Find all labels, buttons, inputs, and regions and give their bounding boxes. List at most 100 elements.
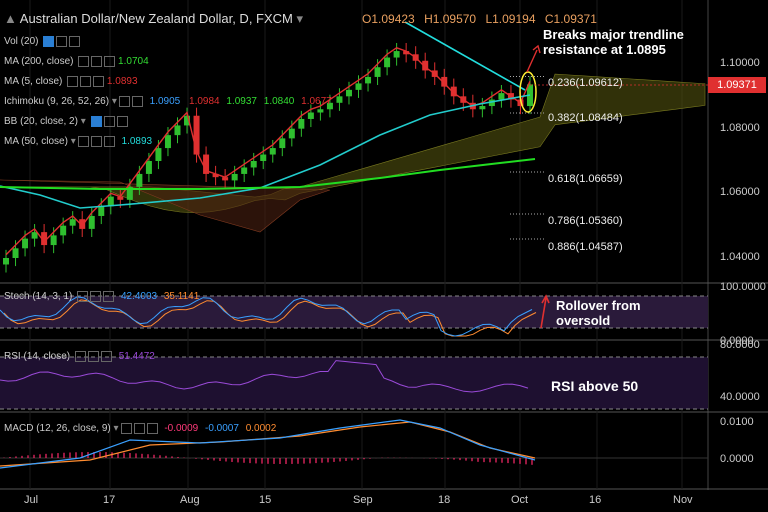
bb-label[interactable]: BB (20, close, 2) ▾ bbox=[4, 116, 128, 128]
candle-body bbox=[41, 232, 48, 246]
candle-body bbox=[88, 215, 95, 229]
x-tick: Sep bbox=[353, 494, 373, 506]
candle-body bbox=[298, 118, 305, 129]
rsi-line bbox=[0, 360, 529, 393]
x-tick: Aug bbox=[180, 494, 200, 506]
stoch-annotation: Rollover from oversold bbox=[556, 298, 641, 328]
price-tick: 1.10000 bbox=[720, 57, 760, 69]
x-tick: Oct bbox=[511, 494, 529, 506]
ma5-line bbox=[5, 47, 531, 256]
x-tick: 15 bbox=[259, 494, 272, 506]
candle-body bbox=[60, 225, 67, 236]
candle-body bbox=[498, 93, 505, 100]
candle-body bbox=[479, 106, 486, 110]
x-tick: 18 bbox=[438, 494, 451, 506]
macd-label[interactable]: MACD (12, 26, close, 9) ▾ -0.0009 -0.000… bbox=[4, 423, 277, 435]
ichimoku-label[interactable]: Ichimoku (9, 26, 52, 26) ▾ 1.0905 1.0984… bbox=[4, 96, 332, 108]
candle-body bbox=[22, 238, 29, 249]
candle-body bbox=[317, 109, 324, 113]
candle-body bbox=[69, 219, 76, 226]
candle-body bbox=[336, 96, 343, 103]
candle-body bbox=[384, 57, 391, 68]
candle-body bbox=[345, 89, 352, 97]
candle-body bbox=[136, 173, 143, 187]
candle-body bbox=[50, 235, 57, 246]
macd-signal-line bbox=[0, 421, 536, 467]
candle-body bbox=[164, 135, 171, 149]
price-tick: 1.08000 bbox=[720, 122, 760, 134]
x-tick: Jul bbox=[24, 494, 39, 506]
rsi-tick: 80.0000 bbox=[720, 339, 760, 351]
candle-body bbox=[222, 177, 229, 181]
candle-body bbox=[126, 186, 133, 200]
candle-body bbox=[117, 196, 124, 200]
ma200-line bbox=[0, 158, 536, 190]
fib-label-618: 0.618(1.06659) bbox=[548, 173, 623, 185]
x-tick: 16 bbox=[589, 494, 602, 506]
candle-body bbox=[374, 67, 381, 77]
candle-body bbox=[307, 112, 314, 119]
candle-body bbox=[441, 76, 448, 87]
candle-body bbox=[231, 173, 238, 181]
fib-label-382: 0.382(1.08484) bbox=[548, 112, 623, 124]
candle-body bbox=[184, 115, 191, 126]
fib-label-786: 0.786(1.05360) bbox=[548, 215, 623, 227]
ma200-label[interactable]: MA (200, close) 1.0704 bbox=[4, 56, 149, 68]
current-price-badge: 1.09371 bbox=[708, 77, 766, 93]
candle-body bbox=[31, 232, 38, 239]
expand-icon[interactable]: ▲ bbox=[4, 11, 17, 26]
price-tick: 1.06000 bbox=[720, 186, 760, 198]
candle-body bbox=[241, 167, 248, 174]
candle-body bbox=[326, 102, 333, 110]
candle-body bbox=[393, 51, 400, 58]
candle-body bbox=[193, 115, 200, 155]
candle-body bbox=[403, 51, 410, 55]
ma5-label[interactable]: MA (5, close) 1.0893 bbox=[4, 76, 138, 88]
breakout-highlight bbox=[519, 71, 537, 113]
rsi-band bbox=[0, 357, 708, 409]
candle-body bbox=[422, 60, 429, 71]
x-tick: Nov bbox=[673, 494, 693, 506]
candle-body bbox=[12, 248, 19, 258]
trendline-annotation: Breaks major trendline resistance at 1.0… bbox=[543, 27, 684, 57]
stoch-arrow bbox=[540, 297, 547, 329]
breakout-arrow-head bbox=[532, 44, 541, 54]
candle-body bbox=[450, 86, 457, 97]
candle-body bbox=[203, 154, 210, 174]
candle-body bbox=[212, 173, 219, 178]
breakout-arrow bbox=[526, 49, 538, 73]
candle-body bbox=[288, 128, 295, 139]
candle-body bbox=[155, 148, 162, 161]
ohlc-readout: O1.09423 H1.09570 L1.09194 C1.09371 bbox=[362, 12, 597, 26]
candle-body bbox=[279, 138, 286, 149]
trendline bbox=[404, 21, 526, 91]
vol-label[interactable]: Vol (20) bbox=[4, 36, 81, 48]
candle-body bbox=[174, 125, 181, 136]
price-tick: 1.04000 bbox=[720, 251, 760, 263]
macd-tick: 0.0000 bbox=[720, 453, 754, 465]
stoch-k-line bbox=[0, 296, 533, 337]
rsi-annotation: RSI above 50 bbox=[551, 378, 639, 394]
candle-body bbox=[365, 76, 372, 84]
stoch-tick: 100.0000 bbox=[720, 281, 766, 293]
candle-body bbox=[250, 161, 257, 168]
fib-label-886: 0.886(1.04587) bbox=[548, 241, 623, 253]
candle-body bbox=[79, 219, 86, 229]
candle-body bbox=[3, 258, 9, 265]
candle-body bbox=[355, 83, 362, 90]
stoch-label[interactable]: Stoch (14, 3, 1) 42.4003 35.1141 bbox=[4, 291, 200, 303]
ichimoku-cloud-bear bbox=[0, 179, 331, 233]
rsi-tick: 40.0000 bbox=[720, 391, 760, 403]
ma50-label[interactable]: MA (50, close) ▾ 1.0893 bbox=[4, 136, 153, 148]
fib-label-236: 0.236(1.09612) bbox=[548, 77, 623, 89]
candle-body bbox=[488, 99, 495, 107]
stoch-arrow-head bbox=[541, 294, 550, 304]
stoch-tick: 0.0000 bbox=[720, 335, 754, 347]
rsi-label[interactable]: RSI (14, close) 51.4472 bbox=[4, 351, 155, 363]
candle-body bbox=[107, 196, 114, 207]
candle-body bbox=[260, 154, 267, 161]
macd-tick: 0.0100 bbox=[720, 416, 754, 428]
chart-title: ▲ Australian Dollar/New Zealand Dollar, … bbox=[4, 11, 304, 26]
candle-body bbox=[145, 161, 152, 174]
